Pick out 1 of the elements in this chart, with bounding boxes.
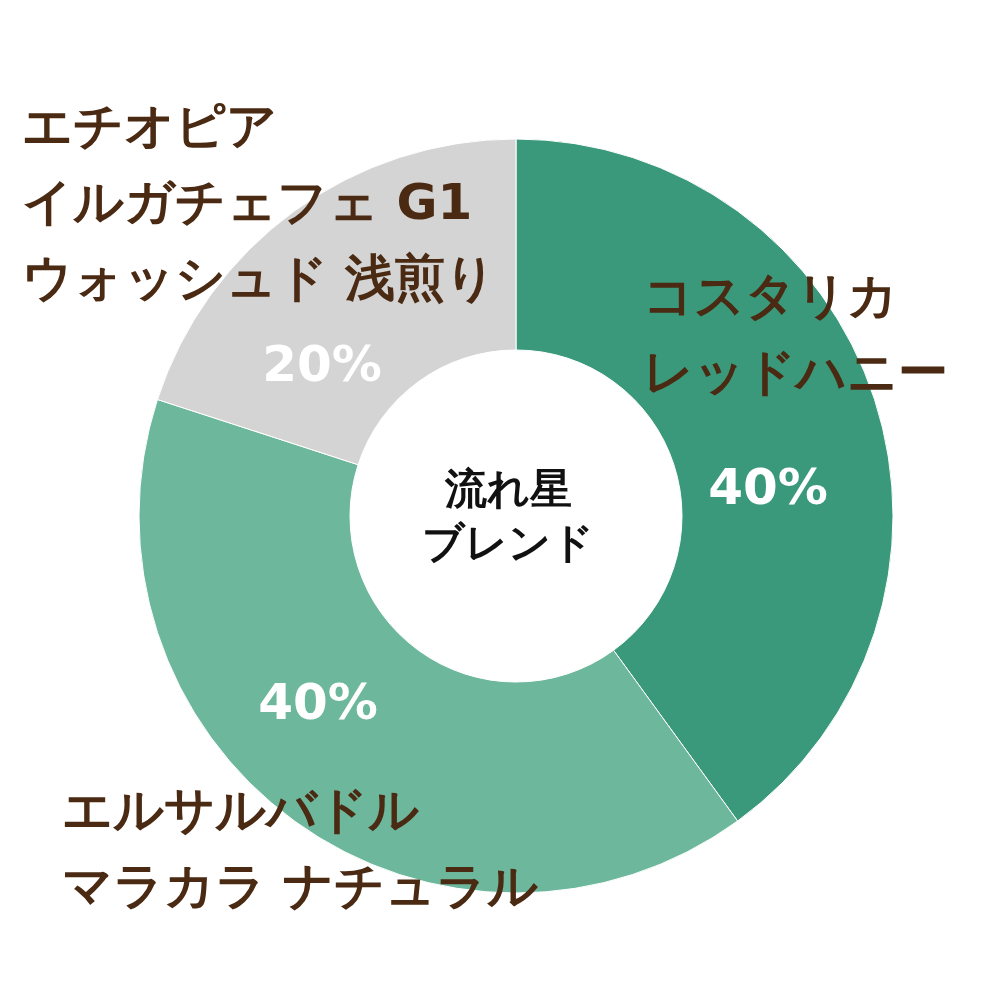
title: 流れ星ブレンド [422,464,594,567]
